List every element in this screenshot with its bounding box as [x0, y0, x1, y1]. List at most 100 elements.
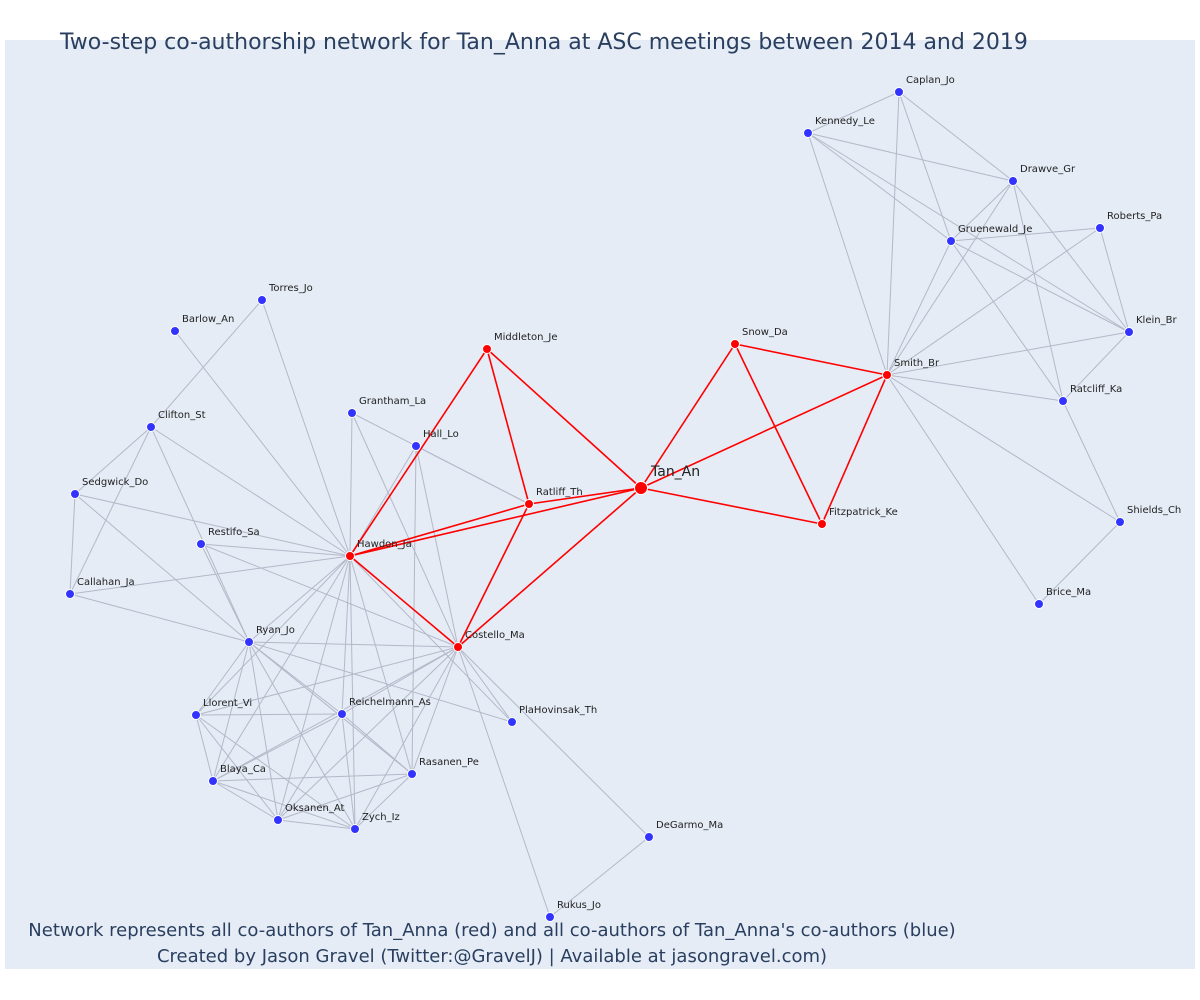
edge-roberts_pa-smith_br — [886, 227, 1101, 376]
edge-rasanen_pe-hawdon_ja — [349, 555, 413, 775]
edge-snow_da-fitzpatrick_ke — [734, 343, 823, 525]
node-zych_iz[interactable] — [350, 824, 360, 834]
node-costello_ma[interactable] — [453, 642, 463, 652]
edge-middleton_je-hawdon_ja — [349, 348, 488, 557]
edge-llorent_vi-zych_iz — [195, 714, 356, 830]
edge-torres_jo-clifton_st — [150, 299, 263, 428]
node-grantham_la[interactable] — [347, 408, 357, 418]
edge-oksanen_at-rasanen_pe — [277, 773, 413, 821]
node-label-roberts_pa: Roberts_Pa — [1107, 211, 1162, 222]
node-llorent_vi[interactable] — [191, 710, 201, 720]
edge-tan_an-fitzpatrick_ke — [640, 487, 823, 525]
node-snow_da[interactable] — [730, 339, 740, 349]
nodes-layer — [65, 87, 1134, 922]
edge-reichelmann_as-zych_iz — [341, 713, 356, 830]
node-label-tan_an: Tan_An — [650, 464, 700, 480]
node-label-shields_ch: Shields_Ch — [1127, 505, 1181, 516]
edge-oksanen_at-hawdon_ja — [277, 555, 351, 821]
node-label-zych_iz: Zych_Iz — [362, 812, 400, 823]
node-oksanen_at[interactable] — [273, 815, 283, 825]
footer-line-1: Network represents all co-authors of Tan… — [28, 920, 956, 941]
node-hawdon_ja[interactable] — [345, 551, 355, 561]
edge-degarmo_ma-costello_ma — [457, 646, 650, 838]
node-label-restifo_sa: Restifo_Sa — [208, 527, 260, 538]
node-gruenewald_je[interactable] — [946, 236, 956, 246]
edge-ryan_jo-costello_ma — [248, 641, 459, 648]
edge-ratcliff_ka-shields_ch — [1062, 400, 1121, 523]
edge-kennedy_le-drawve_gr — [807, 132, 1014, 182]
node-ratcliff_ka[interactable] — [1058, 396, 1068, 406]
node-roberts_pa[interactable] — [1095, 223, 1105, 233]
edge-shields_ch-brice_ma — [1038, 521, 1121, 605]
node-torres_jo[interactable] — [257, 295, 267, 305]
node-label-degarmo_ma: DeGarmo_Ma — [656, 820, 723, 831]
node-brice_ma[interactable] — [1034, 599, 1044, 609]
edge-caplan_jo-smith_br — [886, 91, 900, 376]
node-label-clifton_st: Clifton_St — [158, 410, 206, 421]
footer-line-2: Created by Jason Gravel (Twitter:@Gravel… — [156, 946, 828, 967]
node-rasanen_pe[interactable] — [407, 769, 417, 779]
edge-hall_lo-hawdon_ja — [349, 445, 417, 557]
node-label-ratliff_th: Ratliff_Th — [536, 487, 583, 498]
edge-blaya_ca-hawdon_ja — [212, 555, 351, 782]
node-ratliff_th[interactable] — [524, 499, 534, 509]
edge-gruenewald_je-roberts_pa — [950, 227, 1101, 242]
node-label-blaya_ca: Blaya_Ca — [220, 764, 266, 775]
node-klein_br[interactable] — [1124, 327, 1134, 337]
edge-ryan_jo-zych_iz — [248, 641, 356, 830]
edge-plahovinsak_th-costello_ma — [457, 646, 513, 723]
node-shields_ch[interactable] — [1115, 517, 1125, 527]
edge-llorent_vi-blaya_ca — [195, 714, 214, 782]
edges-layer — [69, 91, 1130, 918]
node-label-costello_ma: Costello_Ma — [465, 630, 525, 641]
node-drawve_gr[interactable] — [1008, 176, 1018, 186]
node-hall_lo[interactable] — [411, 441, 421, 451]
node-fitzpatrick_ke[interactable] — [817, 519, 827, 529]
edge-snow_da-smith_br — [734, 343, 888, 376]
node-label-barlow_an: Barlow_An — [182, 314, 234, 325]
edge-rasanen_pe-costello_ma — [411, 646, 459, 775]
node-kennedy_le[interactable] — [803, 128, 813, 138]
edge-ryan_jo-blaya_ca — [212, 641, 250, 782]
node-label-snow_da: Snow_Da — [742, 327, 788, 338]
node-barlow_an[interactable] — [170, 326, 180, 336]
node-restifo_sa[interactable] — [196, 539, 206, 549]
node-label-kennedy_le: Kennedy_Le — [815, 116, 875, 127]
node-smith_br[interactable] — [882, 370, 892, 380]
node-caplan_jo[interactable] — [894, 87, 904, 97]
edge-clifton_st-callahan_ja — [69, 426, 152, 595]
edge-clifton_st-ryan_jo — [150, 426, 250, 643]
node-reichelmann_as[interactable] — [337, 709, 347, 719]
chart-footer: Network represents all co-authors of Tan… — [0, 918, 984, 970]
edge-tan_an-smith_br — [640, 374, 888, 489]
edge-clifton_st-hawdon_ja — [150, 426, 351, 557]
edge-smith_br-brice_ma — [886, 374, 1040, 605]
node-tan_an[interactable] — [634, 481, 648, 495]
edge-tan_an-middleton_je — [486, 348, 642, 489]
edge-degarmo_ma-rukus_jo — [549, 836, 650, 918]
node-label-klein_br: Klein_Br — [1136, 315, 1177, 326]
node-degarmo_ma[interactable] — [644, 832, 654, 842]
node-ryan_jo[interactable] — [244, 637, 254, 647]
node-clifton_st[interactable] — [146, 422, 156, 432]
node-label-rasanen_pe: Rasanen_Pe — [419, 757, 479, 768]
node-callahan_ja[interactable] — [65, 589, 75, 599]
edge-ratliff_th-costello_ma — [457, 503, 530, 648]
edge-restifo_sa-ryan_jo — [200, 543, 250, 643]
edge-ryan_jo-oksanen_at — [248, 641, 279, 821]
edge-smith_br-ratcliff_ka — [886, 374, 1064, 402]
node-label-plahovinsak_th: PlaHovinsak_Th — [519, 705, 597, 716]
edge-llorent_vi-reichelmann_as — [195, 713, 343, 716]
node-middleton_je[interactable] — [482, 344, 492, 354]
edge-gruenewald_je-klein_br — [950, 240, 1130, 333]
edge-reichelmann_as-hawdon_ja — [341, 555, 351, 715]
edge-hawdon_ja-costello_ma — [349, 555, 459, 648]
node-plahovinsak_th[interactable] — [507, 717, 517, 727]
node-rukus_jo[interactable] — [545, 912, 555, 922]
node-blaya_ca[interactable] — [208, 776, 218, 786]
edge-rukus_jo-costello_ma — [457, 646, 551, 918]
edge-ryan_jo-rasanen_pe — [248, 641, 413, 775]
edge-grantham_la-costello_ma — [351, 412, 459, 648]
node-sedgwick_do[interactable] — [70, 489, 80, 499]
